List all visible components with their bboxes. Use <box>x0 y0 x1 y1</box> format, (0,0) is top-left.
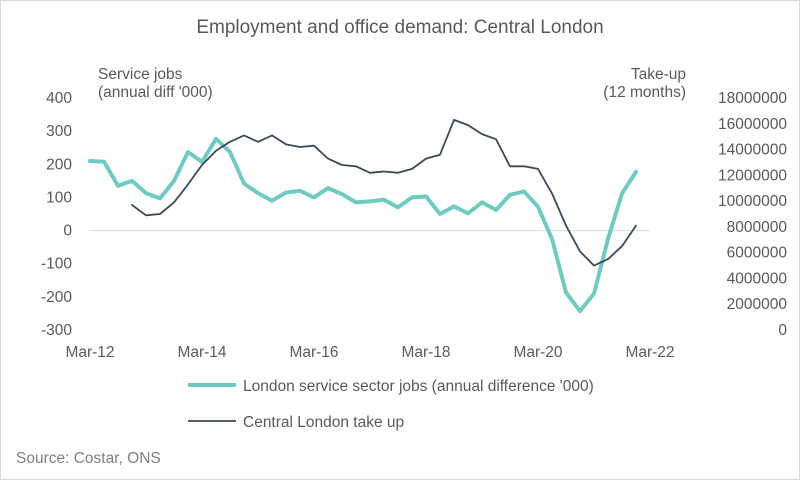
y-right-tick-label: 18000000 <box>718 90 787 107</box>
legend: London service sector jobs (annual diffe… <box>188 378 594 431</box>
legend-label-service-jobs: London service sector jobs (annual diffe… <box>243 378 594 395</box>
x-tick-label: Mar-20 <box>513 344 562 361</box>
y-right-label-line-1: Take-up <box>631 66 686 83</box>
y-left-label-line-2: (annual diff '000) <box>98 84 213 101</box>
chart-title: Employment and office demand: Central Lo… <box>196 17 603 38</box>
x-tick-labels: Mar-12 Mar-14 Mar-16 Mar-18 Mar-20 Mar-22 <box>65 344 674 361</box>
y-right-tick-label: 4000000 <box>727 270 788 287</box>
y-left-tick-label: 0 <box>63 223 72 240</box>
y-left-tick-label: 300 <box>46 123 72 140</box>
y-left-tick-label: 100 <box>46 189 72 206</box>
series-line-service-jobs <box>88 136 638 314</box>
x-tick-label: Mar-12 <box>65 344 114 361</box>
y-left-tick-label: -200 <box>41 289 72 306</box>
y-right-tick-label: 14000000 <box>718 142 787 159</box>
y-right-tick-label: 12000000 <box>718 167 787 184</box>
y-left-tick-label: 400 <box>46 90 72 107</box>
y-right-tick-label: 0 <box>778 322 787 339</box>
x-tick-label: Mar-22 <box>625 344 674 361</box>
y-left-tick-label: 200 <box>46 156 72 173</box>
x-tick-label: Mar-14 <box>177 344 226 361</box>
legend-label-take-up: Central London take up <box>243 414 404 431</box>
y-right-tick-label: 10000000 <box>718 193 787 210</box>
series-layer <box>88 119 638 314</box>
y-right-label-line-2: (12 months) <box>603 84 686 101</box>
y-right-tick-label: 8000000 <box>727 219 788 236</box>
y-left-label-line-1: Service jobs <box>98 66 183 83</box>
x-tick-label: Mar-18 <box>401 344 450 361</box>
y-left-tick-label: -100 <box>41 256 72 273</box>
y-right-tick-label: 6000000 <box>727 245 788 262</box>
y-left-tick-labels: 400 300 200 100 0 -100 -200 -300 <box>41 90 72 339</box>
series-line-take-up <box>131 119 637 267</box>
source-note: Source: Costar, ONS <box>16 450 161 467</box>
y-left-tick-label: -300 <box>41 322 72 339</box>
y-right-tick-label: 2000000 <box>727 296 788 313</box>
x-tick-label: Mar-16 <box>289 344 338 361</box>
y-right-tick-label: 16000000 <box>718 116 787 133</box>
y-right-tick-labels: 18000000 16000000 14000000 12000000 10000000… <box>718 90 787 339</box>
